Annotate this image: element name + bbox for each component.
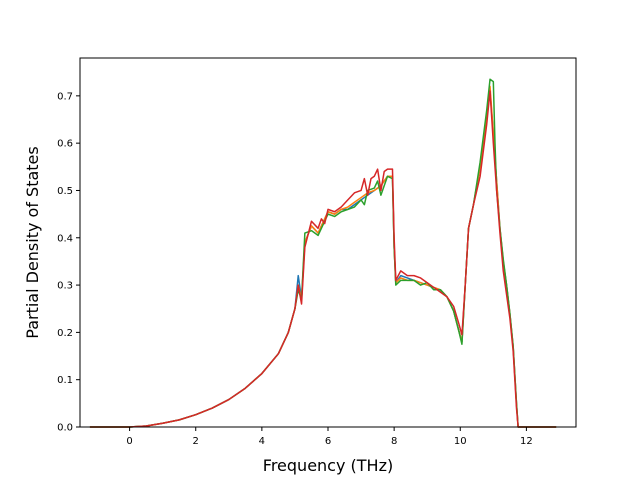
x-axis-label: Frequency (THz) xyxy=(263,456,393,475)
x-tick-label: 0 xyxy=(126,436,132,447)
x-tick-label: 12 xyxy=(520,436,533,447)
y-tick-label: 0.0 xyxy=(57,423,73,434)
x-tick-label: 6 xyxy=(325,436,331,447)
axes-frame xyxy=(79,57,577,428)
series-layer xyxy=(89,78,557,428)
ticks-layer: 0 2 4 6 8 10 12 0.0 0.1 0.2 0.3 0.4 0.5 0.6 0.7 xyxy=(57,91,533,447)
y-tick-label: 0.6 xyxy=(57,139,73,150)
x-tick-label: 2 xyxy=(193,436,199,447)
y-tick-label: 0.3 xyxy=(57,281,73,292)
y-tick-label: 0.7 xyxy=(57,91,73,102)
y-tick-label: 0.2 xyxy=(57,328,73,339)
x-tick-label: 8 xyxy=(391,436,397,447)
series-line-4 xyxy=(89,90,557,428)
y-tick-label: 0.5 xyxy=(57,186,73,197)
x-tick-label: 4 xyxy=(259,436,265,447)
y-tick-label: 0.1 xyxy=(57,375,73,386)
x-tick-label: 10 xyxy=(454,436,467,447)
y-tick-label: 0.4 xyxy=(57,233,73,244)
y-axis-label: Partial Density of States xyxy=(23,146,42,338)
